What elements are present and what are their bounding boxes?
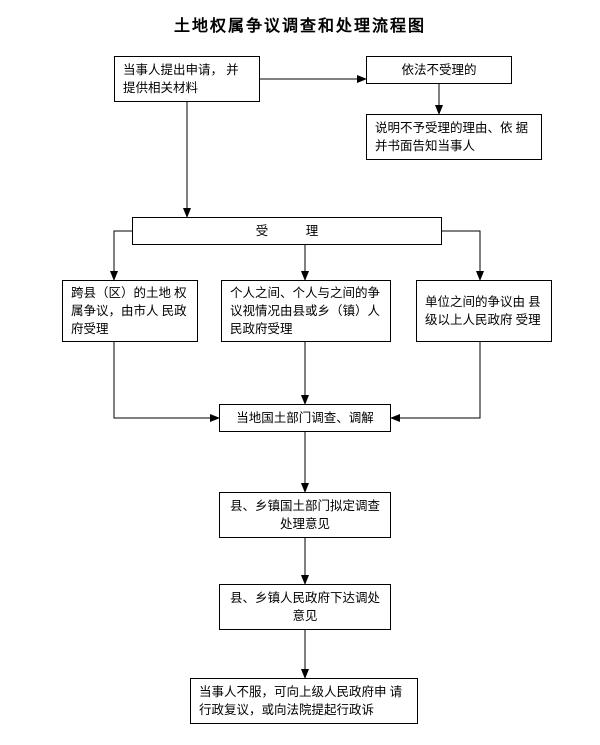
node-label: 依法不受理的: [401, 61, 476, 79]
node-label: 个人之间、个人与之间的争 议视情况由县或乡（镇）人 民政府受理: [230, 284, 382, 338]
node-unit: 单位之间的争议由 县级以上人民政府 受理: [416, 280, 552, 342]
node-appeal: 当事人不服，可向上级人民政府申 请行政复议，或向法院提起行政诉: [190, 678, 418, 724]
node-individual: 个人之间、个人与之间的争 议视情况由县或乡（镇）人 民政府受理: [221, 280, 391, 342]
node-label: 县、乡镇国土部门拟定调查 处理意见: [228, 497, 382, 533]
node-label: 单位之间的争议由 县级以上人民政府 受理: [425, 293, 543, 329]
page-title: 土地权属争议调查和处理流程图: [0, 0, 600, 36]
node-cross-county: 跨县（区）的土地 权属争议，由市人 民政府受理: [62, 280, 198, 342]
node-label: 当地国土部门调查、调解: [236, 409, 374, 427]
node-explain-reason: 说明不予受理的理由、依 据并书面告知当事人: [366, 114, 542, 160]
node-apply: 当事人提出申请， 并提供相关材料: [114, 56, 260, 102]
flow-arrows: [0, 0, 600, 745]
node-accept: 受 理: [132, 217, 442, 245]
node-issue-opinion: 县、乡镇人民政府下达调处 意见: [219, 584, 391, 630]
node-label: 当事人不服，可向上级人民政府申 请行政复议，或向法院提起行政诉: [199, 683, 409, 719]
node-investigate: 当地国土部门调查、调解: [219, 404, 391, 432]
node-not-accept: 依法不受理的: [366, 56, 512, 84]
node-label: 受 理: [256, 222, 319, 240]
node-label: 跨县（区）的土地 权属争议，由市人 民政府受理: [71, 284, 189, 338]
node-label: 县、乡镇人民政府下达调处 意见: [228, 589, 382, 625]
node-draft-opinion: 县、乡镇国土部门拟定调查 处理意见: [219, 492, 391, 538]
node-label: 当事人提出申请， 并提供相关材料: [123, 61, 251, 97]
node-label: 说明不予受理的理由、依 据并书面告知当事人: [375, 119, 533, 155]
